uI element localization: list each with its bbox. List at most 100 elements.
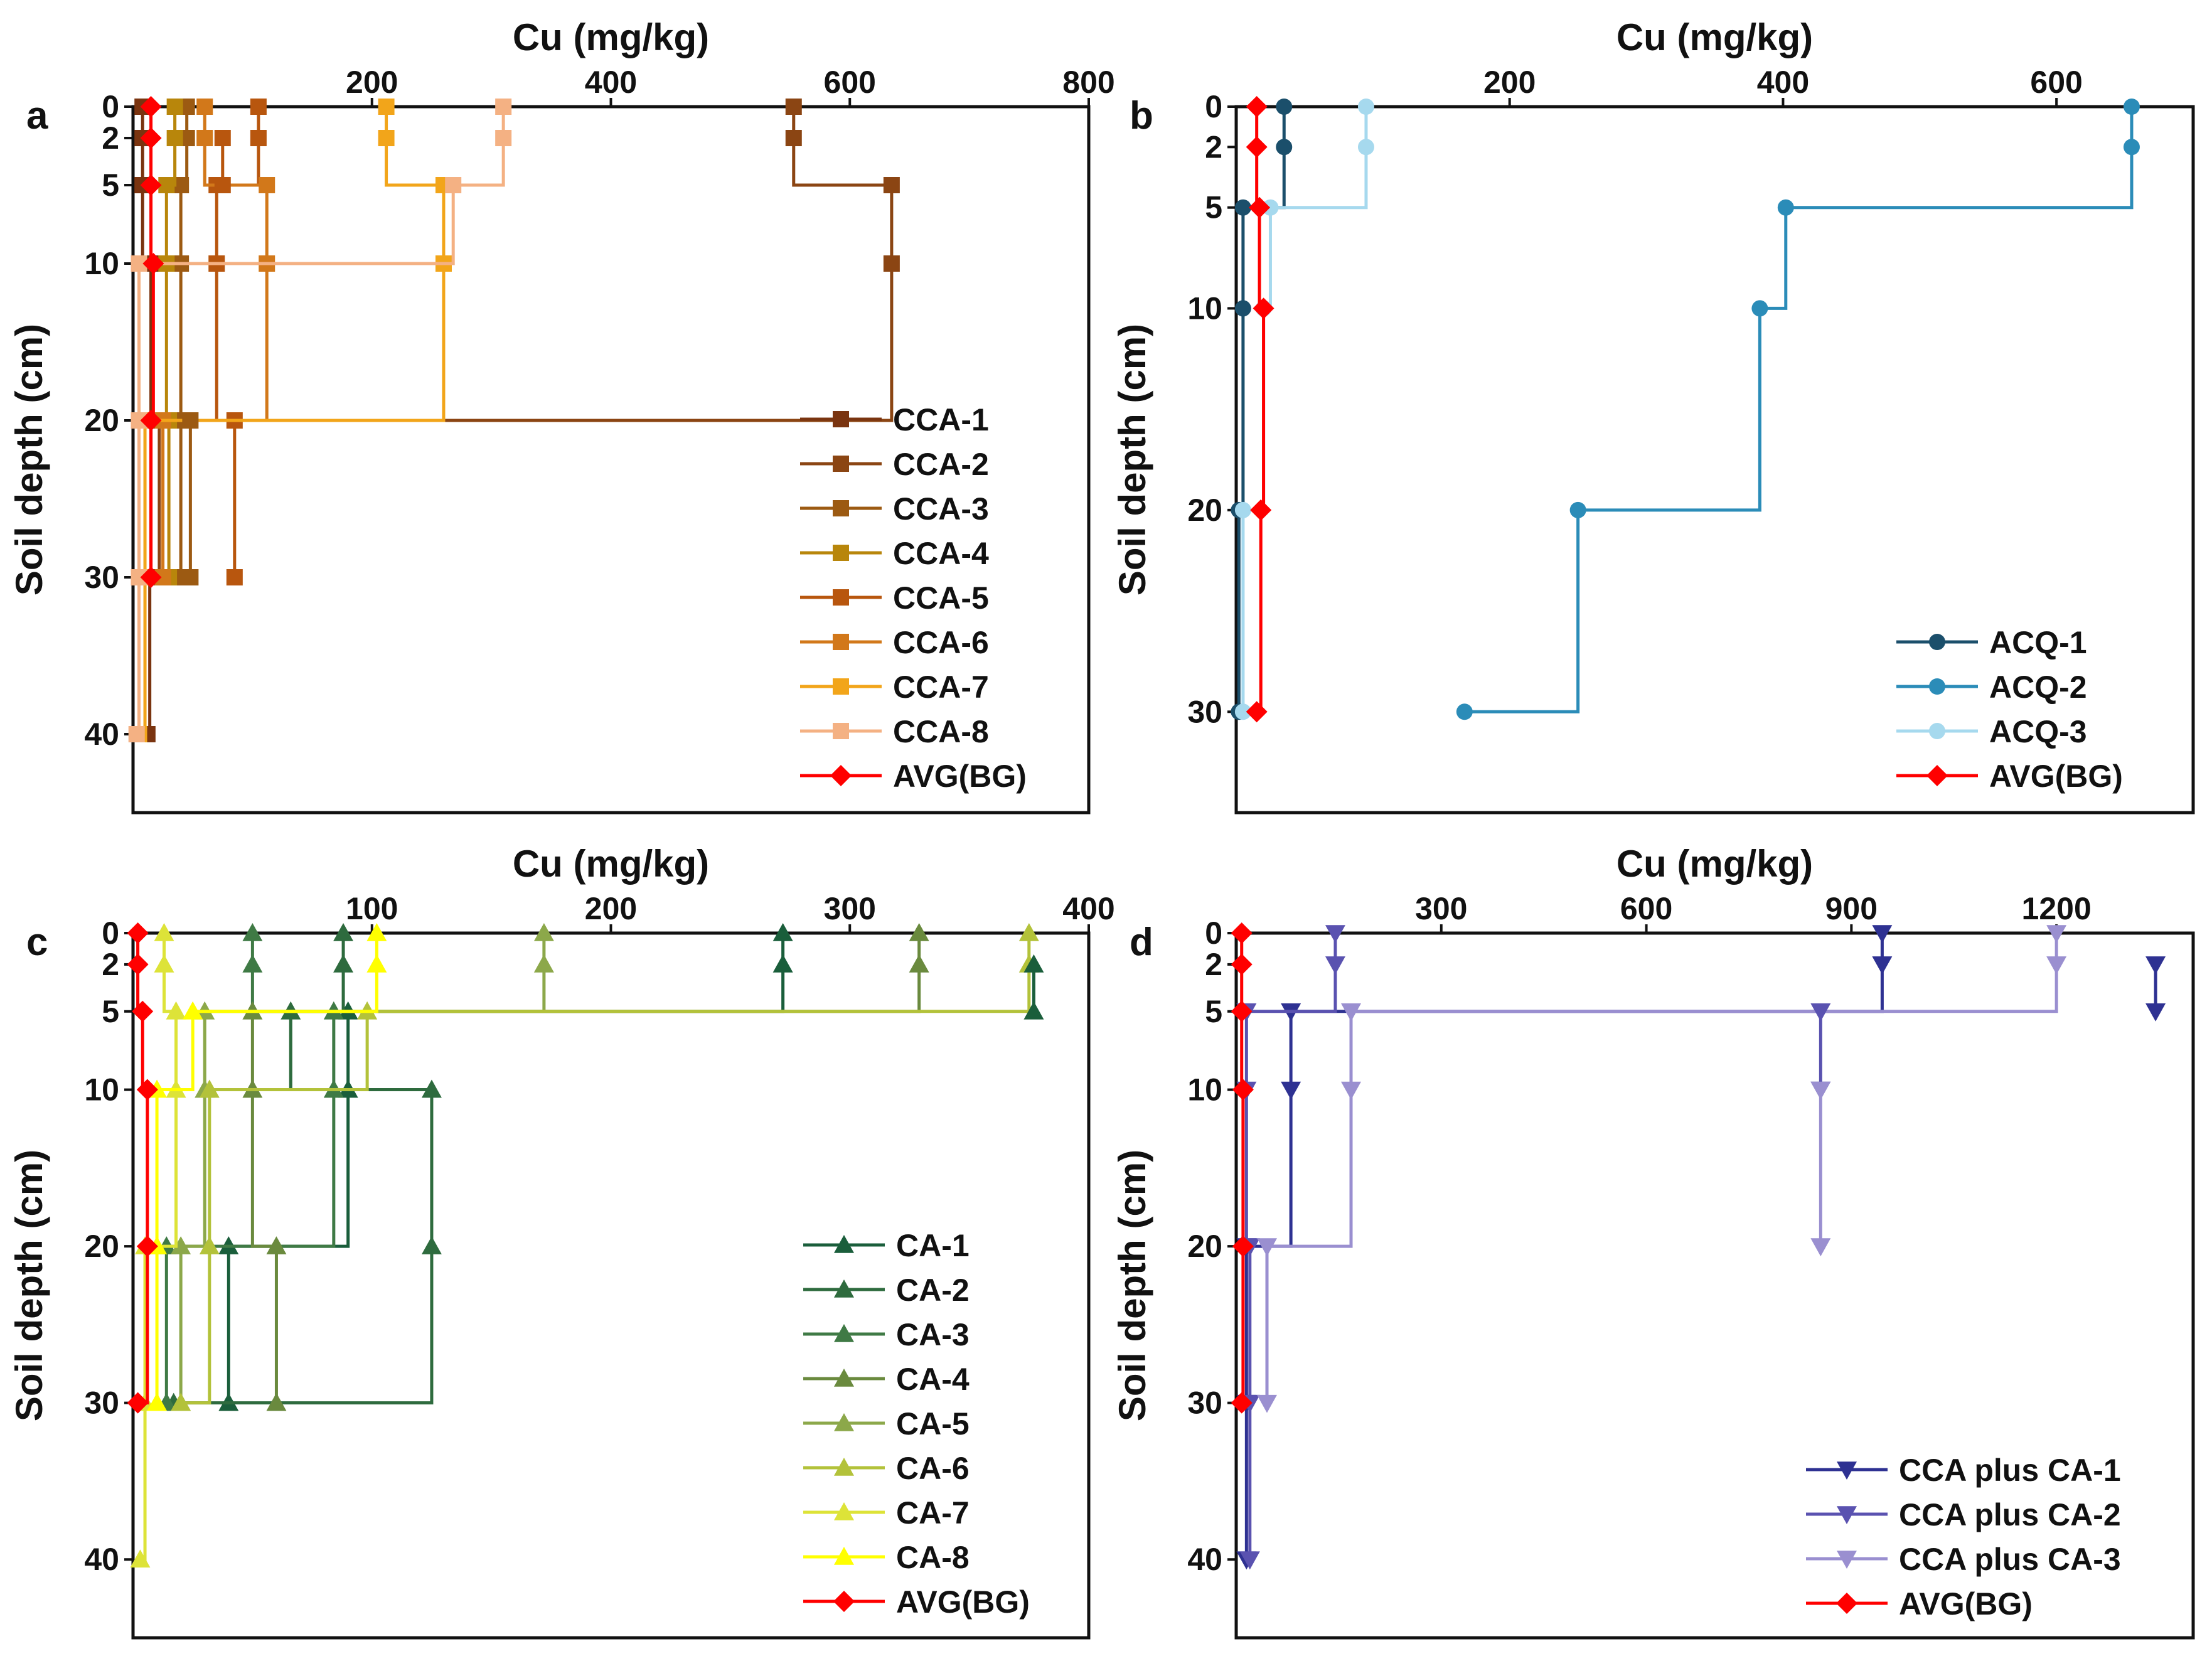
legend-label: AVG(BG) — [1899, 1586, 2033, 1621]
data-point — [1810, 1238, 1831, 1257]
legend: CCA-1 CCA-2 CCA-3 CCA-4 CCA-5 CCA-6 CCA-7 CCA-8… — [800, 402, 1027, 794]
y-tick-label: 2 — [102, 120, 119, 156]
data-point — [183, 1001, 203, 1020]
legend-marker — [834, 1235, 854, 1253]
data-point — [1023, 954, 1044, 973]
panel-letter: a — [26, 94, 48, 137]
legend-marker — [833, 1591, 855, 1612]
legend-marker — [834, 1279, 854, 1298]
data-point — [226, 569, 243, 585]
legend-label: CA-3 — [896, 1317, 970, 1352]
data-point — [1232, 1079, 1254, 1101]
legend-label: CA-1 — [896, 1228, 970, 1263]
x-tick-label: 400 — [1757, 65, 1809, 100]
legend-label: CA-2 — [896, 1273, 970, 1308]
y-tick-label: 30 — [84, 560, 119, 595]
data-point — [199, 1079, 220, 1098]
data-point — [154, 954, 174, 973]
y-axis-title: Soil depth (cm) — [1111, 1150, 1153, 1421]
data-point — [140, 410, 162, 431]
x-tick-label: 900 — [1825, 891, 1878, 926]
plot-frame — [1234, 105, 2195, 814]
data-point — [171, 1236, 191, 1254]
x-tick-label: 400 — [585, 65, 637, 100]
panel-d: d Cu (mg/kg) Soil depth (cm) 300 600 900 1200 0… — [1111, 843, 2195, 1640]
data-point — [1341, 1003, 1361, 1022]
series-group — [1231, 922, 2166, 1570]
data-point — [1810, 1003, 1831, 1022]
legend-label: CCA plus CA-3 — [1899, 1542, 2121, 1577]
x-tick-label: 600 — [2030, 65, 2082, 100]
y-tick-label: 20 — [1187, 493, 1222, 528]
data-point — [1281, 1081, 1301, 1100]
legend-marker — [1836, 1593, 1857, 1614]
y-tick-label: 10 — [84, 246, 119, 281]
data-point — [909, 954, 929, 973]
legend-label: CCA plus CA-2 — [1899, 1497, 2121, 1532]
x-tick-label: 200 — [585, 891, 637, 926]
data-point — [154, 923, 174, 941]
data-point — [2145, 1003, 2166, 1022]
data-point — [1777, 199, 1794, 216]
data-point — [421, 1079, 442, 1098]
data-point — [1325, 956, 1345, 975]
y-tick-label: 5 — [102, 994, 119, 1029]
data-point — [214, 177, 231, 193]
data-point — [1325, 925, 1345, 943]
legend-label: CCA-3 — [893, 491, 989, 526]
y-tick-label: 20 — [84, 1229, 119, 1264]
data-point — [1357, 99, 1374, 115]
panel-b: b Cu (mg/kg) Soil depth (cm) 200 400 600 0 2 5 10… — [1111, 16, 2195, 814]
data-point — [166, 130, 183, 146]
data-point — [1257, 1394, 1278, 1413]
legend-marker — [1929, 678, 1945, 695]
data-point — [421, 1236, 442, 1254]
series-line-avg-bg- — [1255, 107, 1266, 713]
data-point — [147, 1392, 168, 1411]
legend-label: AVG(BG) — [893, 759, 1027, 794]
data-point — [140, 567, 162, 588]
y-tick-label: 0 — [102, 916, 119, 951]
y-tick-label: 2 — [102, 947, 119, 982]
data-point — [1253, 297, 1274, 319]
legend-label: CCA-7 — [893, 670, 989, 705]
legend-label: CCA-4 — [893, 536, 989, 571]
y-tick-label: 20 — [84, 403, 119, 438]
data-point — [2123, 139, 2140, 156]
data-point — [1276, 139, 1293, 156]
data-point — [772, 923, 793, 941]
data-point — [366, 954, 387, 973]
data-point — [1262, 199, 1279, 216]
data-point — [1018, 923, 1039, 941]
data-point — [2046, 925, 2067, 943]
legend-marker — [833, 545, 849, 561]
data-point — [259, 177, 275, 193]
data-point — [1234, 300, 1251, 317]
data-point — [199, 1236, 220, 1254]
legend-label: CCA-5 — [893, 580, 989, 616]
data-point — [1231, 1000, 1253, 1022]
data-point — [333, 923, 354, 941]
x-tick-label: 400 — [1062, 891, 1114, 926]
legend-marker — [833, 456, 849, 472]
data-point — [1569, 501, 1586, 518]
y-tick-label: 5 — [1205, 190, 1222, 225]
legend-marker — [833, 589, 849, 606]
data-point — [166, 1001, 186, 1020]
series-line-cca-1 — [141, 107, 153, 736]
legend-marker — [833, 500, 849, 516]
data-point — [1246, 136, 1268, 158]
legend-marker — [834, 1324, 854, 1342]
data-point — [242, 954, 263, 973]
series-group — [128, 96, 900, 742]
data-point — [785, 99, 802, 115]
y-tick-label: 2 — [1205, 129, 1222, 164]
data-point — [883, 255, 900, 272]
y-tick-label: 0 — [102, 89, 119, 124]
data-point — [2046, 956, 2067, 975]
legend-label: AVG(BG) — [1989, 759, 2123, 794]
data-point — [378, 99, 395, 115]
data-point — [140, 127, 162, 149]
data-point — [2145, 956, 2166, 975]
panel-letter: b — [1130, 94, 1153, 137]
